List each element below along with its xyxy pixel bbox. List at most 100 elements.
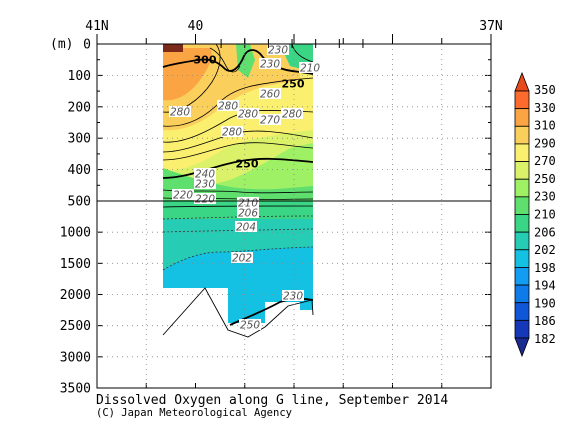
y-tick-label: 1500 [60,257,91,272]
contour-label-bg [259,58,281,69]
colorbar-segment [514,90,530,110]
y-tick-label: 300 [68,132,91,147]
contour-label: 202 [232,253,252,265]
contour-label-bg [267,44,289,55]
contour-label-bg [237,108,259,119]
y-tick-label: 2500 [60,319,91,334]
contour-label-bg [169,106,191,117]
colorbar-max-triangle [514,71,530,92]
colorbar-segment [514,161,530,180]
band-330 [163,48,212,101]
colorbar-segment [514,267,530,286]
x-tick-label: 41N [85,19,108,34]
colorbar-label: 250 [534,172,556,186]
contour-label-bg [259,114,281,125]
colorbar-label: 206 [534,225,556,239]
colorbar-label: 330 [534,101,556,115]
contour-line [162,142,314,161]
contour-label: 230 [268,45,288,57]
contour-label-bg [235,221,257,232]
colorbar-segment [514,302,530,321]
y-tick-label: 3000 [60,350,91,365]
contour-label: 280 [238,109,258,121]
contour-line [209,47,241,73]
band-206-edge [163,246,313,270]
contour-line [162,77,314,127]
contour-label: 230 [195,179,215,191]
contour-label: 204 [236,222,256,234]
contour-label: 280 [170,107,190,119]
x-tick-label: 40 [188,19,204,34]
contour-label: 220 [173,190,193,202]
contour-line [162,228,314,233]
colorbar-segment [514,319,530,339]
y-axis-unit: (m) [50,37,73,52]
contour-label: 220 [195,194,215,206]
contour-line [162,205,314,208]
colorbar-segment [514,196,530,215]
y-axis: 0 100 200 300 400 500 1000 1500 2000 2500 3000 3500 [60,38,491,397]
contour-label: 240 [195,169,215,181]
contour-label: 230 [260,59,280,71]
colorbar-segment [514,178,530,198]
band-350 [163,44,183,52]
colorbar-label: 210 [534,208,556,222]
contour-label-bg [217,100,239,111]
contour-label-bg [259,88,281,99]
contour-label: 300 [194,54,217,67]
contour-label-bg [194,178,216,189]
contour-label-bg [194,168,216,179]
contour-label-bg [194,193,216,204]
colorbar-min-triangle [514,337,530,358]
contour-label-bg [239,319,261,330]
colorbar: 350 330 310 290 270 250 230 210 206 202 198 194 190 1… [514,71,556,358]
contour-label-bg [172,189,194,200]
y-tick-label: 1000 [60,226,91,241]
y-tick-label: 2000 [60,288,91,303]
contour-line [162,215,314,220]
contour-label: 250 [236,158,259,171]
contour-line [291,43,314,63]
contour-label-bg [282,290,304,301]
x-tick-label: 37N [479,19,502,34]
band-230-top [236,44,255,78]
y-tick-label: 200 [68,100,91,115]
colorbar-segment [514,231,530,251]
colorbar-label: 182 [534,332,556,346]
contour-label: 280 [222,127,242,139]
contour-label: 250 [240,320,260,332]
colorbar-label: 202 [534,243,556,257]
y-tick-label: 3500 [60,382,91,397]
colorbar-segment [514,214,530,233]
chart-credit: (C) Japan Meteorological Agency [96,407,292,419]
contour-label-bg [231,252,253,263]
colorbar-label: 198 [534,261,556,275]
band-202 [163,246,313,323]
colorbar-label: 350 [534,83,556,97]
colorbar-label: 290 [534,136,556,150]
contour-label-bg [281,108,303,119]
colorbar-label: 230 [534,190,556,204]
contour-label: 260 [260,89,280,101]
colorbar-segment [514,249,530,268]
bottom-topography-line [162,287,314,338]
contour-label: 206 [238,208,258,220]
colorbar-label: 194 [534,279,556,293]
y-tick-label: 500 [68,195,91,210]
y-tick-label: 100 [68,69,91,84]
y-tick-label: 400 [68,163,91,178]
contour-label: 280 [218,101,238,113]
contour-line-250 [162,157,314,179]
contour-label: 230 [283,291,303,303]
contour-label: 280 [282,109,302,121]
chart-title: Dissolved Oxygen along G line, September… [96,393,448,408]
colorbar-label: 270 [534,154,556,168]
colorbar-label: 310 [534,119,556,133]
contour-label: 210 [300,63,320,75]
colorbar-label: 186 [534,314,556,328]
colorbar-segment [514,125,530,145]
colorbar-segment [514,284,530,304]
gridlines [97,44,491,388]
contour-label-bg [237,197,259,208]
